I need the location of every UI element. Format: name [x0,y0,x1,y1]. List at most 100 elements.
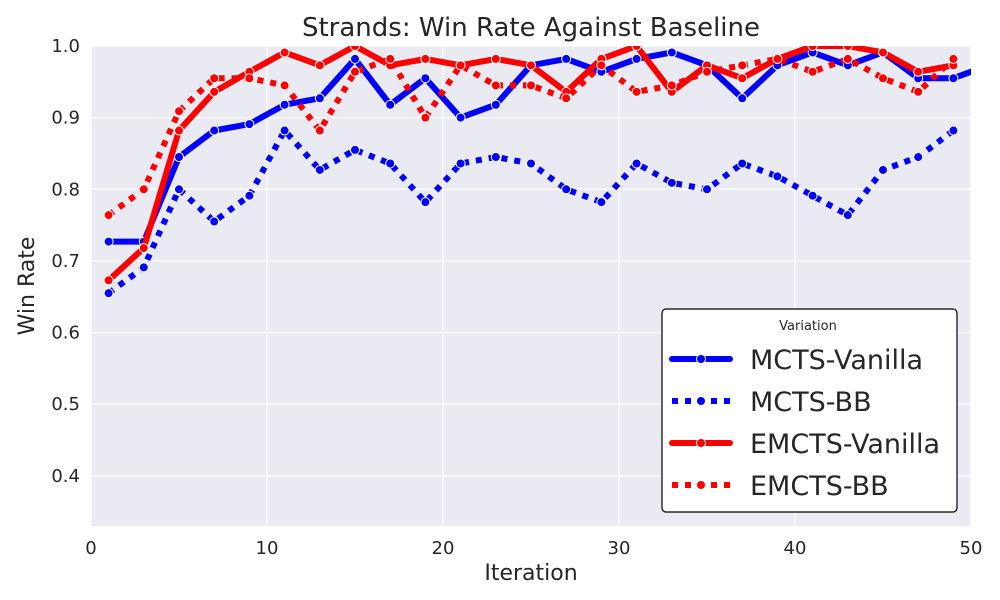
data-point [807,190,818,201]
data-point [350,66,360,77]
data-point [279,47,290,58]
y-axis-title: Win Rate [15,237,40,336]
legend-marker [696,354,706,364]
x-axis-title: Iteration [484,561,577,586]
data-point [807,46,818,51]
data-point [420,73,431,84]
data-point [490,80,501,91]
data-point [772,171,783,182]
legend-label: EMCTS-Vanilla [750,429,940,460]
x-tick-label: 40 [784,538,807,559]
data-point [103,210,114,221]
data-point [350,144,360,155]
data-point [209,73,220,84]
data-point [596,197,607,208]
data-point [842,46,853,51]
data-point [526,158,536,169]
data-point [174,152,184,163]
data-point [209,86,220,97]
series-layer [103,46,971,299]
legend-item: MCTS-BB [672,387,872,418]
data-point [631,46,642,51]
data-point [244,73,255,84]
y-tick-label: 1.0 [51,36,80,57]
data-point [314,60,325,71]
data-point [878,164,888,175]
data-point [174,106,184,117]
data-point [631,158,642,169]
data-point [314,125,325,136]
data-point [103,275,114,286]
legend-label: MCTS-BB [750,387,872,418]
data-point [737,73,748,84]
data-point [948,53,959,64]
data-point [350,53,360,64]
data-point [913,86,924,97]
data-point [842,210,853,221]
data-point [737,93,748,104]
data-point [878,47,888,58]
data-point [455,112,466,123]
legend-box [661,308,958,513]
legend-marker [696,396,706,406]
data-point [279,99,290,110]
data-point [878,73,888,84]
data-point [174,125,184,136]
data-point [420,112,431,123]
legend-item: MCTS-Vanilla [669,345,923,376]
data-point [737,158,748,169]
x-tick-label: 30 [608,538,631,559]
data-point [103,288,114,299]
y-tick-label: 0.4 [51,466,80,487]
series-mcts-bb [103,125,959,299]
legend: Variation MCTS-Vanilla MCTS-BB EMCTS-Vanil… [661,308,958,513]
tick-labels: 0 10 20 30 40 50 0.4 0.5 0.6 0.7 0.8 0.9 1.0 [51,36,982,559]
data-point [209,125,220,136]
data-point [209,216,220,227]
data-point [103,236,114,247]
data-point [138,262,149,273]
data-point [948,125,959,136]
x-tick-label: 50 [960,538,983,559]
data-point [666,80,677,91]
data-point [948,73,959,84]
y-tick-label: 0.9 [51,108,80,129]
data-point [666,47,677,58]
data-point [385,53,396,64]
data-point [631,53,642,64]
legend-item: EMCTS-BB [672,471,889,502]
x-tick-label: 20 [432,538,455,559]
legend-items: MCTS-Vanilla MCTS-BB EMCTS-Vanilla EMCTS-BB [669,345,940,502]
data-point [561,184,572,195]
legend-label: EMCTS-BB [750,471,889,502]
data-point [702,66,712,77]
data-point [596,60,607,71]
data-point [420,53,431,64]
data-point [385,99,396,110]
data-point [279,125,290,136]
data-point [138,243,149,254]
data-point [737,60,748,71]
data-point [314,93,325,104]
legend-marker [696,480,706,490]
data-point [666,177,677,188]
series-emcts-bb [103,53,959,221]
data-point [350,46,360,51]
legend-title: Variation [779,319,837,334]
x-tick-label: 0 [85,538,96,559]
y-tick-label: 0.6 [51,323,80,344]
data-point [490,53,501,64]
legend-item: EMCTS-Vanilla [669,429,940,460]
data-point [244,190,255,201]
data-point [420,197,431,208]
data-point [314,164,325,175]
data-point [561,93,572,104]
data-point [244,119,255,130]
y-tick-label: 0.8 [51,179,80,200]
data-point [526,60,536,71]
data-point [842,53,853,64]
data-point [138,184,149,195]
data-point [385,158,396,169]
data-point [279,80,290,91]
